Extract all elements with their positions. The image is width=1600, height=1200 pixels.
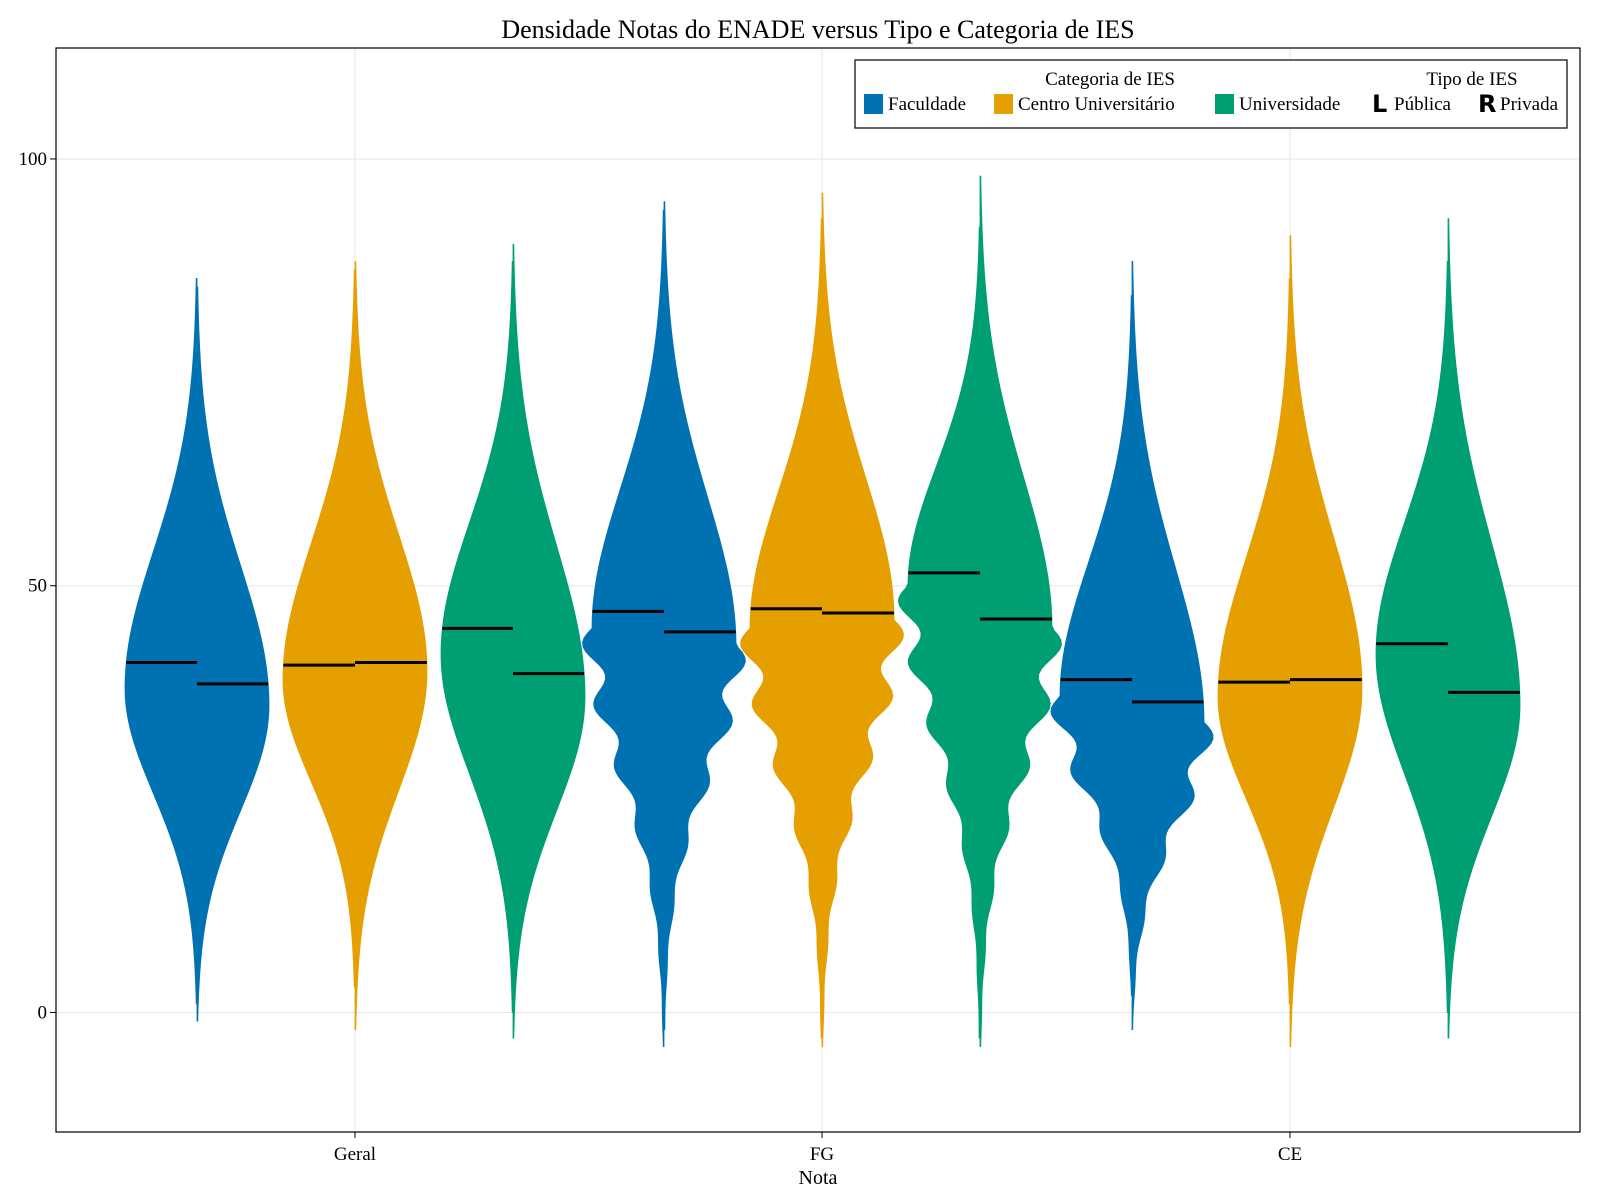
violin-ce-faculdade-publica bbox=[1050, 295, 1133, 996]
x-tick-label-ce: CE bbox=[1278, 1144, 1302, 1165]
violin-ce-universidade-privada bbox=[1447, 218, 1521, 1039]
violin-geral-centro-universit-rio-privada bbox=[354, 260, 428, 1030]
median-layer bbox=[126, 571, 1520, 704]
legend-category-title: Categoria de IES bbox=[1045, 69, 1175, 90]
legend-label-p-blica: Pública bbox=[1394, 94, 1452, 115]
legend-box bbox=[854, 59, 1568, 129]
chart-title: Densidade Notas do ENADE versus Tipo e C… bbox=[501, 15, 1134, 44]
legend-label-faculdade: Faculdade bbox=[888, 94, 966, 115]
y-tick-label: 100 bbox=[19, 149, 48, 170]
violin-ce-centro-universit-rio-privada bbox=[1289, 235, 1363, 1048]
plot-frame bbox=[55, 47, 1581, 1133]
violin-ce-universidade-publica bbox=[1375, 260, 1449, 1013]
violin-ce-faculdade-privada bbox=[1131, 260, 1214, 1030]
legend-swatch-centro-universit-rio bbox=[994, 94, 1013, 114]
y-tick-label: 0 bbox=[38, 1003, 48, 1024]
legend-entries: Faculdade Centro Universitário Universidad… bbox=[864, 90, 1559, 118]
violin-ce-centro-universit-rio-publica bbox=[1217, 278, 1291, 1005]
violin-geral-universidade-privada bbox=[512, 243, 586, 1039]
x-axis-label: Nota bbox=[799, 1167, 838, 1189]
x-tick-label-geral: Geral bbox=[334, 1144, 376, 1165]
legend-label-centro-universit-rio: Centro Universitário bbox=[1018, 94, 1175, 115]
legend-glyph-p-blica: L bbox=[1372, 90, 1387, 118]
violin-geral-faculdade-privada bbox=[196, 286, 270, 1022]
violin-fg-centro-universit-rio-privada bbox=[821, 192, 904, 1048]
legend-label-universidade: Universidade bbox=[1239, 94, 1340, 115]
x-tick-label-fg: FG bbox=[810, 1144, 835, 1165]
legend-glyph-privada: R bbox=[1478, 90, 1496, 118]
violin-fg-universidade-privada bbox=[979, 175, 1062, 1048]
violin-fg-centro-universit-rio-publica bbox=[740, 218, 823, 1039]
violin-geral-faculdade-publica bbox=[124, 278, 198, 1005]
tick-layer: 0 50 100 Geral FG CE bbox=[19, 149, 1303, 1165]
legend-swatch-faculdade bbox=[864, 94, 883, 114]
legend-type-title: Tipo de IES bbox=[1426, 69, 1517, 90]
legend-label-privada: Privada bbox=[1500, 94, 1559, 115]
legend-swatch-universidade bbox=[1215, 94, 1234, 114]
legend: Categoria de IES Tipo de IES Faculdade Ce… bbox=[854, 59, 1568, 129]
y-tick-label: 50 bbox=[28, 576, 47, 597]
violin-fg-faculdade-privada bbox=[663, 201, 746, 1030]
violin-geral-centro-universit-rio-publica bbox=[282, 269, 356, 988]
violin-fg-faculdade-publica bbox=[582, 209, 665, 1048]
violin-fg-universidade-publica bbox=[897, 226, 981, 1039]
violin-geral-universidade-publica bbox=[440, 260, 514, 1013]
violin-layer bbox=[124, 175, 1521, 1048]
